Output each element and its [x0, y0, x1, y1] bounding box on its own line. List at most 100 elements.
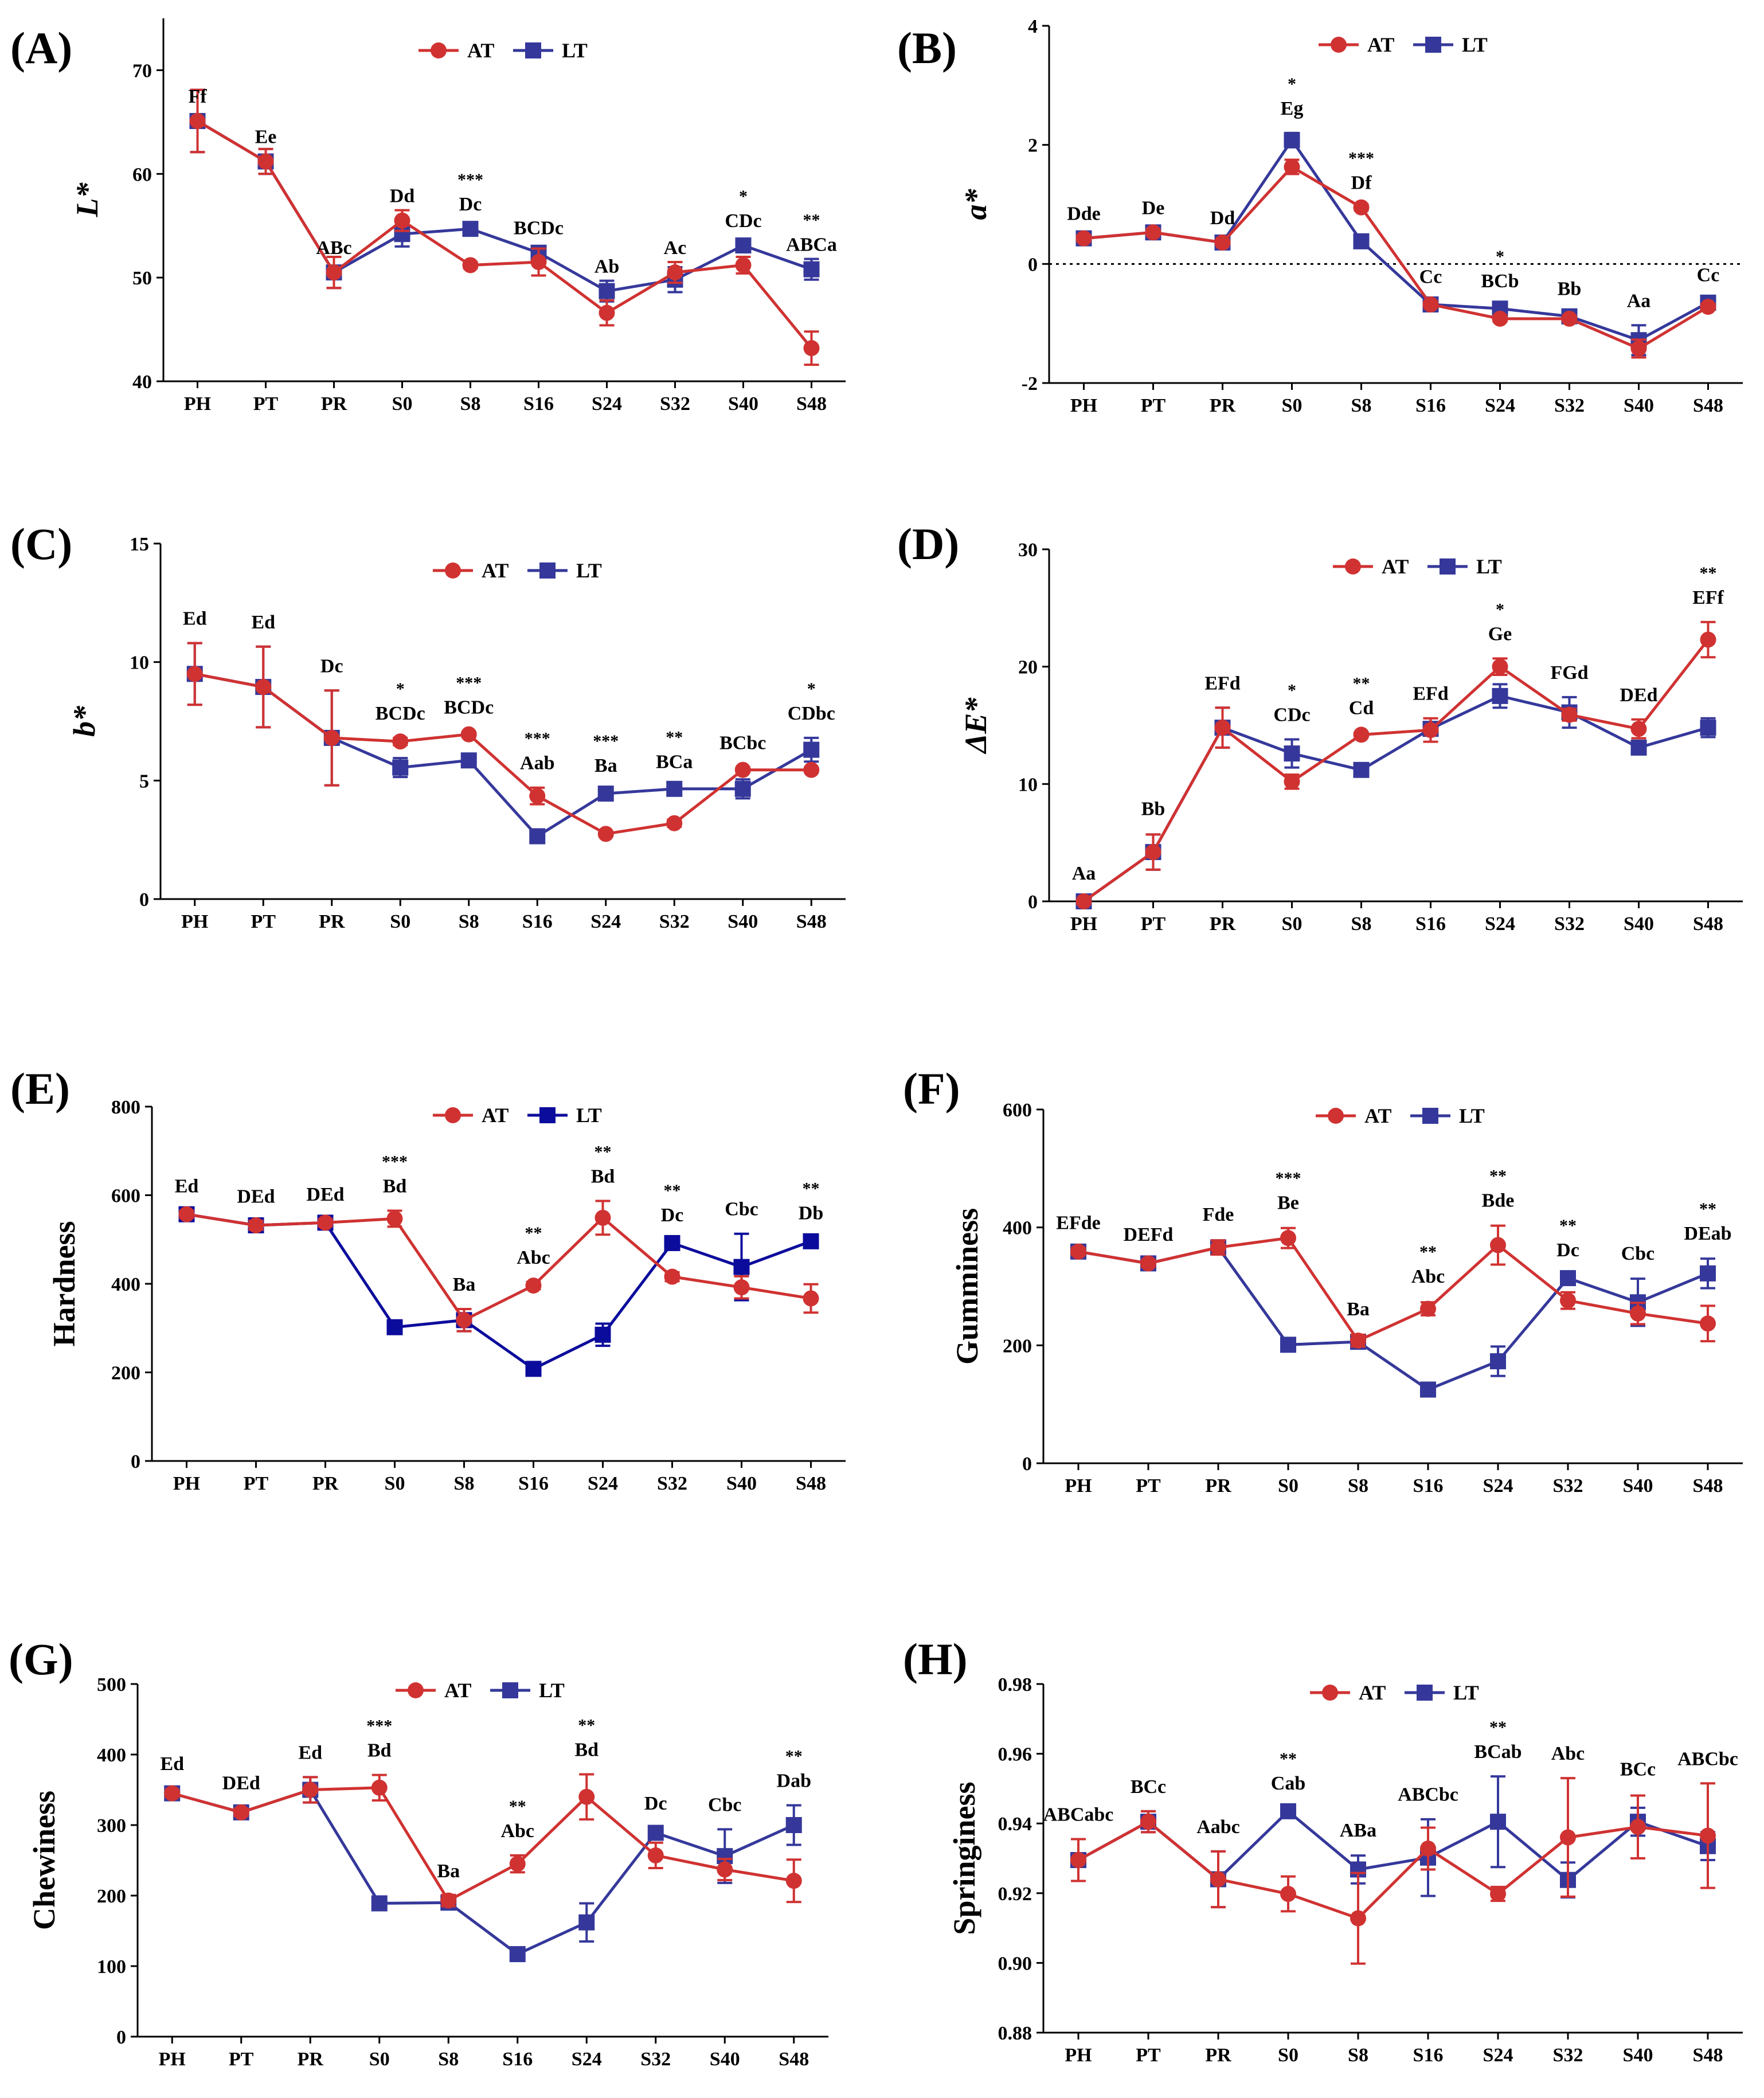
- x-tick-label: PH: [1070, 395, 1097, 416]
- x-tick-label: S48: [1693, 395, 1723, 416]
- significance-letters: Ff: [188, 86, 207, 107]
- significance-letters: Ed: [183, 608, 207, 630]
- legend-label-LT: LT: [1453, 1681, 1479, 1704]
- chart-panel-B: (B) a* -2 0 2 4 PH PT PR S0 S8 S16 S24 S32 S40 S48 Dde De…: [897, 16, 1743, 416]
- x-tick-label: S40: [710, 2049, 740, 2070]
- significance-letters: Eg: [1281, 98, 1304, 119]
- x-tick-label: S32: [1553, 2045, 1583, 2066]
- y-tick-label: 30: [1018, 540, 1038, 561]
- data-point-AT: [1700, 299, 1716, 315]
- data-point-AT: [1630, 1305, 1646, 1322]
- y-tick-label: 0.88: [998, 2023, 1032, 2044]
- significance-letters: BCc: [1620, 1759, 1656, 1780]
- data-point-AT: [717, 1861, 733, 1878]
- data-point-AT: [1561, 310, 1578, 327]
- series-line-AT: [186, 1213, 811, 1322]
- significance-letters: EFde: [1056, 1213, 1100, 1234]
- significance-stars: **: [1489, 1167, 1507, 1186]
- significance-letters: Bb: [1141, 798, 1165, 819]
- x-tick-label: PT: [1141, 913, 1166, 935]
- x-tick-label: S8: [459, 911, 479, 932]
- data-point-LT: [1353, 233, 1370, 249]
- data-point-LT: [462, 221, 479, 237]
- data-point-AT: [1561, 706, 1578, 723]
- y-tick-label: 20: [1018, 657, 1038, 678]
- data-point-AT: [1490, 1237, 1506, 1253]
- significance-stars: **: [1489, 1718, 1507, 1737]
- data-point-AT: [597, 826, 614, 842]
- significance-stars: **: [1559, 1216, 1577, 1235]
- panel-label: (E): [10, 1064, 70, 1114]
- x-tick-label: S48: [779, 2049, 809, 2070]
- significance-stars: **: [1700, 564, 1717, 583]
- data-point-AT: [1560, 1292, 1576, 1309]
- significance-letters: FGd: [1550, 662, 1588, 683]
- legend-label-AT: AT: [482, 559, 509, 582]
- data-point-AT: [257, 153, 274, 170]
- x-tick-label: S24: [1483, 1475, 1513, 1497]
- y-tick-label: 0: [1028, 892, 1038, 913]
- y-tick-label: 40: [132, 372, 152, 393]
- data-point-AT: [392, 733, 409, 750]
- significance-letters: BCb: [1481, 271, 1519, 292]
- x-tick-label: S32: [1554, 395, 1585, 416]
- significance-stars: **: [785, 1747, 803, 1766]
- series-line-AT: [1084, 165, 1709, 350]
- significance-stars: *: [807, 679, 816, 698]
- significance-stars: **: [1419, 1243, 1437, 1261]
- x-tick-label: S40: [1623, 2045, 1653, 2066]
- data-point-AT: [386, 1210, 403, 1227]
- significance-letters: Dab: [777, 1771, 811, 1792]
- legend-label-LT: LT: [1476, 555, 1502, 578]
- x-tick-label: PR: [312, 1473, 339, 1494]
- data-point-AT: [785, 1873, 802, 1889]
- significance-letters: Ac: [664, 237, 687, 259]
- data-point-LT: [1630, 739, 1647, 756]
- significance-letters: BCDc: [444, 697, 494, 718]
- significance-letters: DEd: [222, 1772, 260, 1794]
- significance-letters: DEd: [306, 1184, 344, 1205]
- significance-letters: ABCa: [786, 235, 837, 256]
- data-point-AT: [1145, 844, 1161, 861]
- data-point-AT: [647, 1847, 664, 1863]
- legend-marker-AT: [408, 1682, 424, 1698]
- data-point-AT: [189, 113, 206, 130]
- data-point-AT: [1284, 773, 1300, 790]
- y-tick-label: 0: [131, 1451, 140, 1472]
- data-point-LT: [1280, 1803, 1296, 1819]
- series-line-AT: [197, 119, 813, 349]
- data-point-AT: [594, 1209, 611, 1226]
- data-point-AT: [1140, 1814, 1156, 1830]
- legend-label-AT: AT: [1364, 1104, 1391, 1127]
- data-point-LT: [785, 1817, 802, 1833]
- data-point-LT: [734, 780, 751, 797]
- y-tick-label: 800: [111, 1097, 140, 1118]
- y-axis-label: a*: [959, 189, 993, 220]
- significance-letters: Fde: [1203, 1204, 1234, 1225]
- data-point-AT: [1420, 1300, 1436, 1317]
- y-tick-label: 0: [1022, 1454, 1032, 1475]
- series-line-AT: [1083, 639, 1710, 903]
- data-point-AT: [1700, 631, 1716, 648]
- x-tick-label: S0: [385, 1473, 405, 1494]
- data-point-LT: [803, 261, 820, 278]
- significance-letters: ABCabc: [1043, 1804, 1114, 1826]
- significance-letters: Df: [1351, 173, 1372, 194]
- data-point-AT: [317, 1214, 334, 1231]
- data-point-AT: [462, 257, 479, 274]
- chart-panel-D: (D) ΔE* 0 10 20 30 PH PT PR S0 S8 S16 S24 S32 S40 S48 Aa…: [897, 519, 1743, 935]
- significance-stars: ***: [593, 732, 619, 751]
- x-tick-label: S32: [1553, 1475, 1583, 1497]
- x-tick-label: S32: [1554, 913, 1585, 935]
- x-tick-label: PT: [1136, 2045, 1161, 2066]
- legend-marker-LT: [502, 1682, 518, 1698]
- significance-letters: Dc: [661, 1205, 684, 1226]
- data-point-LT: [647, 1824, 664, 1841]
- significance-letters: Dc: [644, 1793, 667, 1814]
- significance-stars: *: [1288, 681, 1296, 700]
- legend-label-LT: LT: [576, 559, 602, 582]
- y-tick-label: 400: [97, 1745, 126, 1766]
- data-point-AT: [456, 1312, 472, 1329]
- panel-label: (C): [10, 519, 72, 569]
- data-point-AT: [666, 815, 683, 831]
